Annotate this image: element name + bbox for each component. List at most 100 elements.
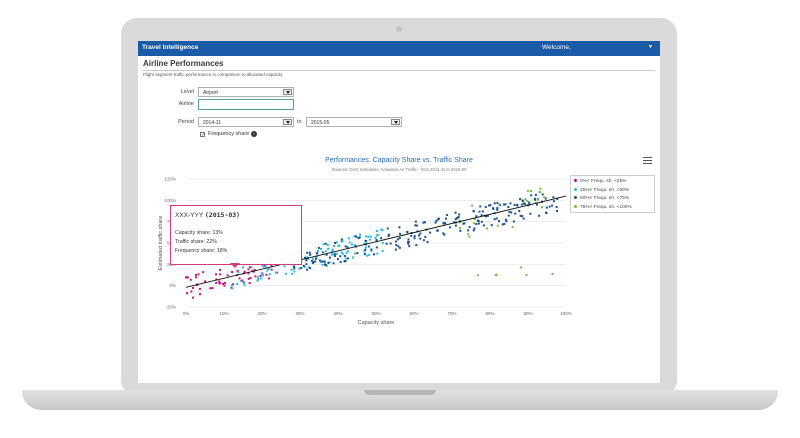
scatter-point xyxy=(364,248,367,251)
scatter-point xyxy=(486,214,489,217)
scatter-point xyxy=(323,260,326,263)
scatter-point xyxy=(493,202,496,205)
scatter-point xyxy=(231,287,234,290)
period-to-select[interactable]: 2015-05 xyxy=(306,117,402,127)
scatter-point xyxy=(518,209,521,212)
legend-item[interactable]: 25%< Frequ. sh. <50% xyxy=(574,187,651,196)
x-tick-label: 60% xyxy=(409,311,418,316)
scatter-point xyxy=(300,267,303,270)
scatter-point xyxy=(275,271,278,274)
scatter-point xyxy=(376,252,379,255)
scatter-point xyxy=(462,222,465,225)
scatter-point xyxy=(458,221,461,224)
scatter-point xyxy=(415,243,418,246)
scatter-point xyxy=(221,282,224,285)
scatter-point xyxy=(368,253,371,256)
dropdown-arrow-icon[interactable] xyxy=(391,119,400,125)
scatter-point xyxy=(548,205,551,208)
airline-input[interactable] xyxy=(198,99,294,110)
scatter-point xyxy=(339,255,342,258)
scatter-point xyxy=(353,235,356,238)
scatter-point xyxy=(448,226,451,229)
scatter-point xyxy=(529,212,532,215)
scatter-point xyxy=(202,271,205,274)
laptop-base xyxy=(22,390,778,410)
x-tick-label: 0% xyxy=(183,311,190,316)
scatter-point xyxy=(318,259,321,262)
legend-marker xyxy=(574,179,577,183)
scatter-point xyxy=(457,216,460,219)
x-tick-label: 20% xyxy=(257,311,266,316)
scatter-point xyxy=(251,269,254,272)
legend-item[interactable]: 75%< Frequ. sh. <100% xyxy=(574,204,651,213)
scatter-point xyxy=(347,237,350,240)
dropdown-arrow-icon[interactable] xyxy=(283,89,292,95)
scatter-point xyxy=(312,261,315,264)
period-from-select[interactable]: 2014-11 xyxy=(198,117,294,127)
scatter-point xyxy=(398,226,401,229)
scatter-point xyxy=(345,251,348,254)
scatter-point xyxy=(306,268,309,271)
scatter-point xyxy=(324,242,327,245)
scatter-point xyxy=(524,198,527,201)
y-tick-label: 0% xyxy=(169,283,176,288)
scatter-point xyxy=(501,223,504,226)
scatter-point xyxy=(359,233,362,236)
chevron-down-icon[interactable]: ▼ xyxy=(648,44,653,50)
scatter-point xyxy=(260,273,263,276)
scatter-point xyxy=(478,210,481,213)
scatter-point xyxy=(541,206,544,209)
scatter-point xyxy=(406,231,409,234)
scatter-point xyxy=(435,219,438,222)
scatter-point xyxy=(498,203,501,206)
scatter-point xyxy=(331,248,334,251)
scatter-point xyxy=(489,204,492,207)
scatter-point xyxy=(479,205,482,208)
scatter-point xyxy=(398,236,401,239)
scatter-point xyxy=(350,243,353,246)
scatter-point xyxy=(186,276,189,279)
scatter-point xyxy=(320,247,323,250)
scatter-point xyxy=(370,249,373,252)
scatter-point xyxy=(270,264,273,267)
scatter-point xyxy=(526,199,529,202)
scatter-point xyxy=(467,229,470,232)
legend-item[interactable]: 50%< Frequ. sh. <75% xyxy=(574,195,651,204)
welcome-user-menu[interactable]: Welcome, xyxy=(542,44,571,51)
scatter-point xyxy=(436,229,439,232)
dropdown-arrow-icon[interactable] xyxy=(283,119,292,125)
scatter-point xyxy=(413,237,416,240)
level-select[interactable]: Airport xyxy=(198,87,294,97)
scatter-point xyxy=(509,202,512,205)
scatter-point xyxy=(290,272,293,275)
info-icon[interactable]: i xyxy=(251,131,257,137)
scatter-point xyxy=(315,252,318,255)
scatter-point xyxy=(326,244,329,247)
scatter-point xyxy=(259,274,262,277)
scatter-point xyxy=(252,270,255,273)
scatter-point xyxy=(242,266,245,269)
scatter-point xyxy=(458,227,461,230)
scatter-point xyxy=(218,282,221,285)
camera-icon xyxy=(396,26,402,32)
legend-marker xyxy=(574,187,577,191)
legend-item[interactable]: 0%< Frequ. sh. <25% xyxy=(574,178,651,187)
scatter-point xyxy=(197,273,200,276)
scatter-point xyxy=(407,242,410,245)
tooltip-pointer xyxy=(230,263,240,268)
hamburger-menu-icon[interactable] xyxy=(643,157,652,164)
scatter-point xyxy=(424,236,427,239)
scatter-point xyxy=(292,265,295,268)
scatter-point xyxy=(418,234,421,237)
scatter-point xyxy=(243,284,246,287)
scatter-point xyxy=(274,271,277,274)
frequency-share-checkbox[interactable]: ✓ xyxy=(200,132,205,137)
scatter-point xyxy=(239,279,242,282)
scatter-point xyxy=(388,233,391,236)
scatter-point xyxy=(284,272,287,275)
airline-label: Airline xyxy=(178,101,194,107)
scatter-point xyxy=(536,198,539,201)
app-title: Travel Intelligence xyxy=(142,44,199,51)
scatter-point xyxy=(364,235,367,238)
scatter-point xyxy=(551,204,554,207)
